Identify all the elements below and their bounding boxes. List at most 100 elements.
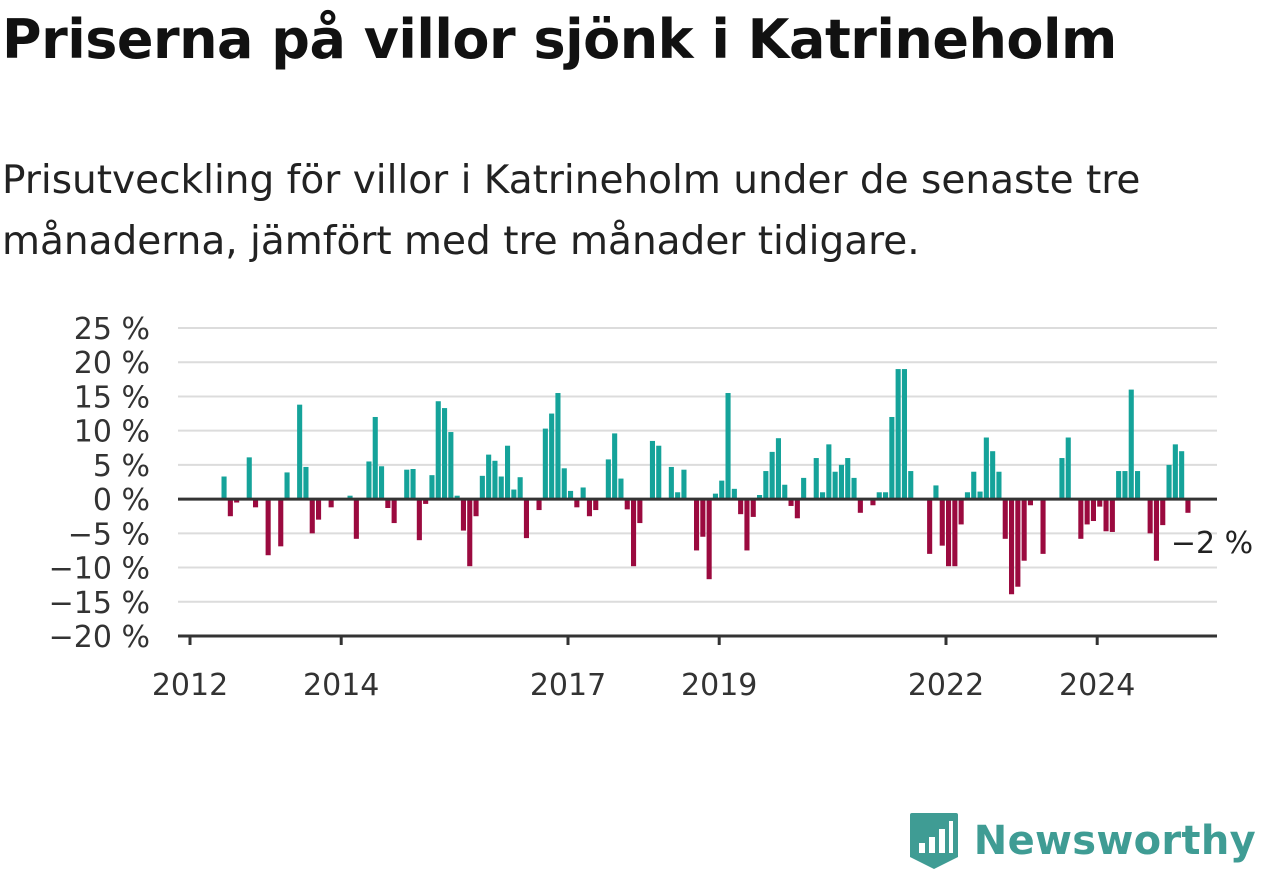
bar	[511, 489, 517, 500]
bar	[883, 492, 889, 500]
bar	[656, 445, 662, 500]
bar	[1179, 451, 1185, 500]
bar	[460, 499, 466, 531]
bar	[820, 492, 826, 500]
bar	[246, 457, 252, 500]
bar	[385, 499, 391, 509]
bar	[851, 477, 857, 500]
bar	[316, 499, 322, 520]
bar	[700, 499, 706, 537]
bar	[442, 408, 448, 500]
bar	[631, 499, 637, 567]
bar	[416, 499, 422, 541]
bar	[857, 499, 863, 513]
y-tick-label: −5 %	[68, 517, 150, 552]
bar	[1040, 499, 1046, 554]
bar	[725, 393, 731, 500]
bar	[946, 499, 952, 567]
bar	[517, 477, 523, 500]
bar	[454, 495, 460, 500]
bar	[876, 492, 882, 500]
bar	[712, 493, 718, 500]
newsworthy-logo-icon	[909, 813, 958, 869]
bar	[309, 499, 315, 534]
annotations: −2 %	[1171, 526, 1253, 561]
bar	[782, 484, 788, 500]
bar	[838, 464, 844, 500]
y-tick-label: 5 %	[93, 449, 150, 484]
bar	[568, 490, 574, 500]
bar	[801, 477, 807, 500]
bar	[435, 401, 441, 500]
y-tick-label: 0 %	[93, 483, 150, 518]
x-tick-label: 2019	[681, 668, 757, 703]
bar	[423, 499, 429, 504]
y-tick-label: 25 %	[74, 312, 150, 347]
bar	[983, 437, 989, 500]
bar	[227, 499, 233, 517]
bar	[719, 480, 725, 500]
y-tick-label: 15 %	[74, 380, 150, 415]
bar	[794, 499, 800, 519]
y-tick-label: −20 %	[49, 620, 150, 655]
bar	[757, 495, 763, 500]
bar	[675, 492, 681, 500]
bar	[933, 485, 939, 500]
bar	[297, 404, 303, 500]
bar	[303, 466, 309, 500]
y-tick-label: 10 %	[74, 415, 150, 450]
y-tick-labels: 25 %20 %15 %10 %5 %0 %−5 %−10 %−15 %−20 …	[49, 312, 150, 655]
bar	[404, 469, 410, 500]
bars	[221, 369, 1191, 595]
bar	[366, 461, 372, 500]
axes	[178, 497, 1217, 645]
bar	[278, 499, 284, 547]
bar	[536, 499, 542, 511]
brand-logo: Newsworthy	[908, 811, 1256, 871]
bar	[473, 499, 479, 517]
bar	[845, 458, 851, 500]
bar	[555, 393, 561, 500]
bar	[618, 478, 624, 500]
bar	[1059, 458, 1065, 500]
bar	[265, 499, 271, 556]
bar	[1084, 499, 1090, 525]
bar	[964, 492, 970, 500]
bar	[1015, 499, 1021, 587]
bar	[561, 468, 567, 500]
bar	[1109, 499, 1115, 532]
bar	[1009, 499, 1015, 595]
bar	[1097, 499, 1103, 507]
y-tick-label: 20 %	[74, 346, 150, 381]
bar	[234, 499, 240, 503]
grid-lines	[178, 327, 1217, 603]
bar	[347, 495, 353, 500]
bar	[649, 440, 655, 500]
bar	[1103, 499, 1109, 532]
bar	[221, 476, 227, 500]
bar	[479, 475, 485, 500]
bar	[832, 471, 838, 500]
bar	[996, 471, 1002, 500]
bar	[448, 432, 454, 500]
x-tick-label: 2017	[530, 668, 606, 703]
bar	[1172, 444, 1178, 500]
bar	[1128, 389, 1134, 500]
bar	[1002, 499, 1008, 539]
bar	[1090, 499, 1096, 522]
bar	[977, 491, 983, 500]
bar	[1021, 499, 1027, 561]
bar	[353, 499, 359, 539]
bar	[605, 459, 611, 500]
bar	[498, 476, 504, 500]
bar	[927, 499, 933, 554]
bar	[1147, 499, 1153, 534]
bar	[505, 445, 511, 500]
bar	[1027, 499, 1033, 506]
bar	[769, 451, 775, 500]
bar	[549, 413, 555, 500]
bar	[788, 499, 794, 506]
bar	[429, 475, 435, 500]
bar	[813, 458, 819, 500]
bar	[391, 499, 397, 524]
